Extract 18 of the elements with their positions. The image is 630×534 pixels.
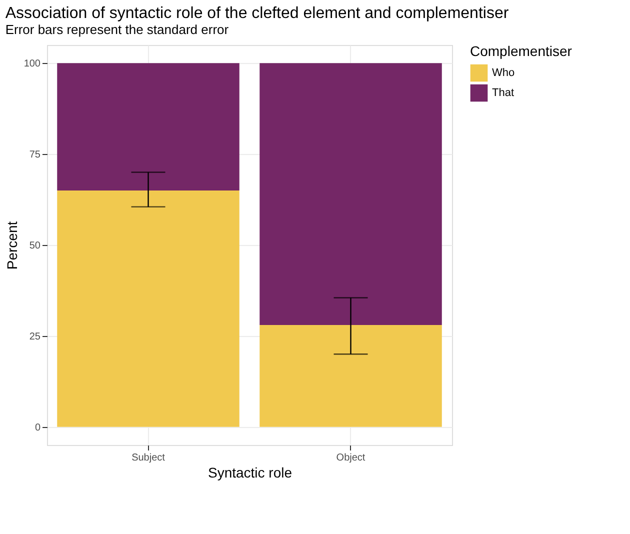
y-tick-label: 25 [29,331,41,342]
x-tick-label: Subject [132,452,166,464]
y-axis-title: Percent [4,221,20,270]
bar [260,63,442,325]
x-tick-label: Object [336,452,366,464]
bar [57,63,240,190]
legend-label: Who [492,67,515,79]
legend-title: Complementiser [470,43,572,59]
bar [260,325,442,427]
y-tick-label: 0 [34,422,41,434]
y-tick-label: 50 [29,240,41,252]
chart-title: Association of syntactic role of the clefted element and complementiser [5,5,510,22]
chart-subtitle: Error bars represent the standard error [5,22,230,37]
bar [57,190,240,427]
y-tick-label: 100 [24,58,41,70]
x-axis-title: Syntactic role [208,464,292,480]
legend-label: That [492,87,514,99]
y-tick-label: 75 [29,150,41,161]
